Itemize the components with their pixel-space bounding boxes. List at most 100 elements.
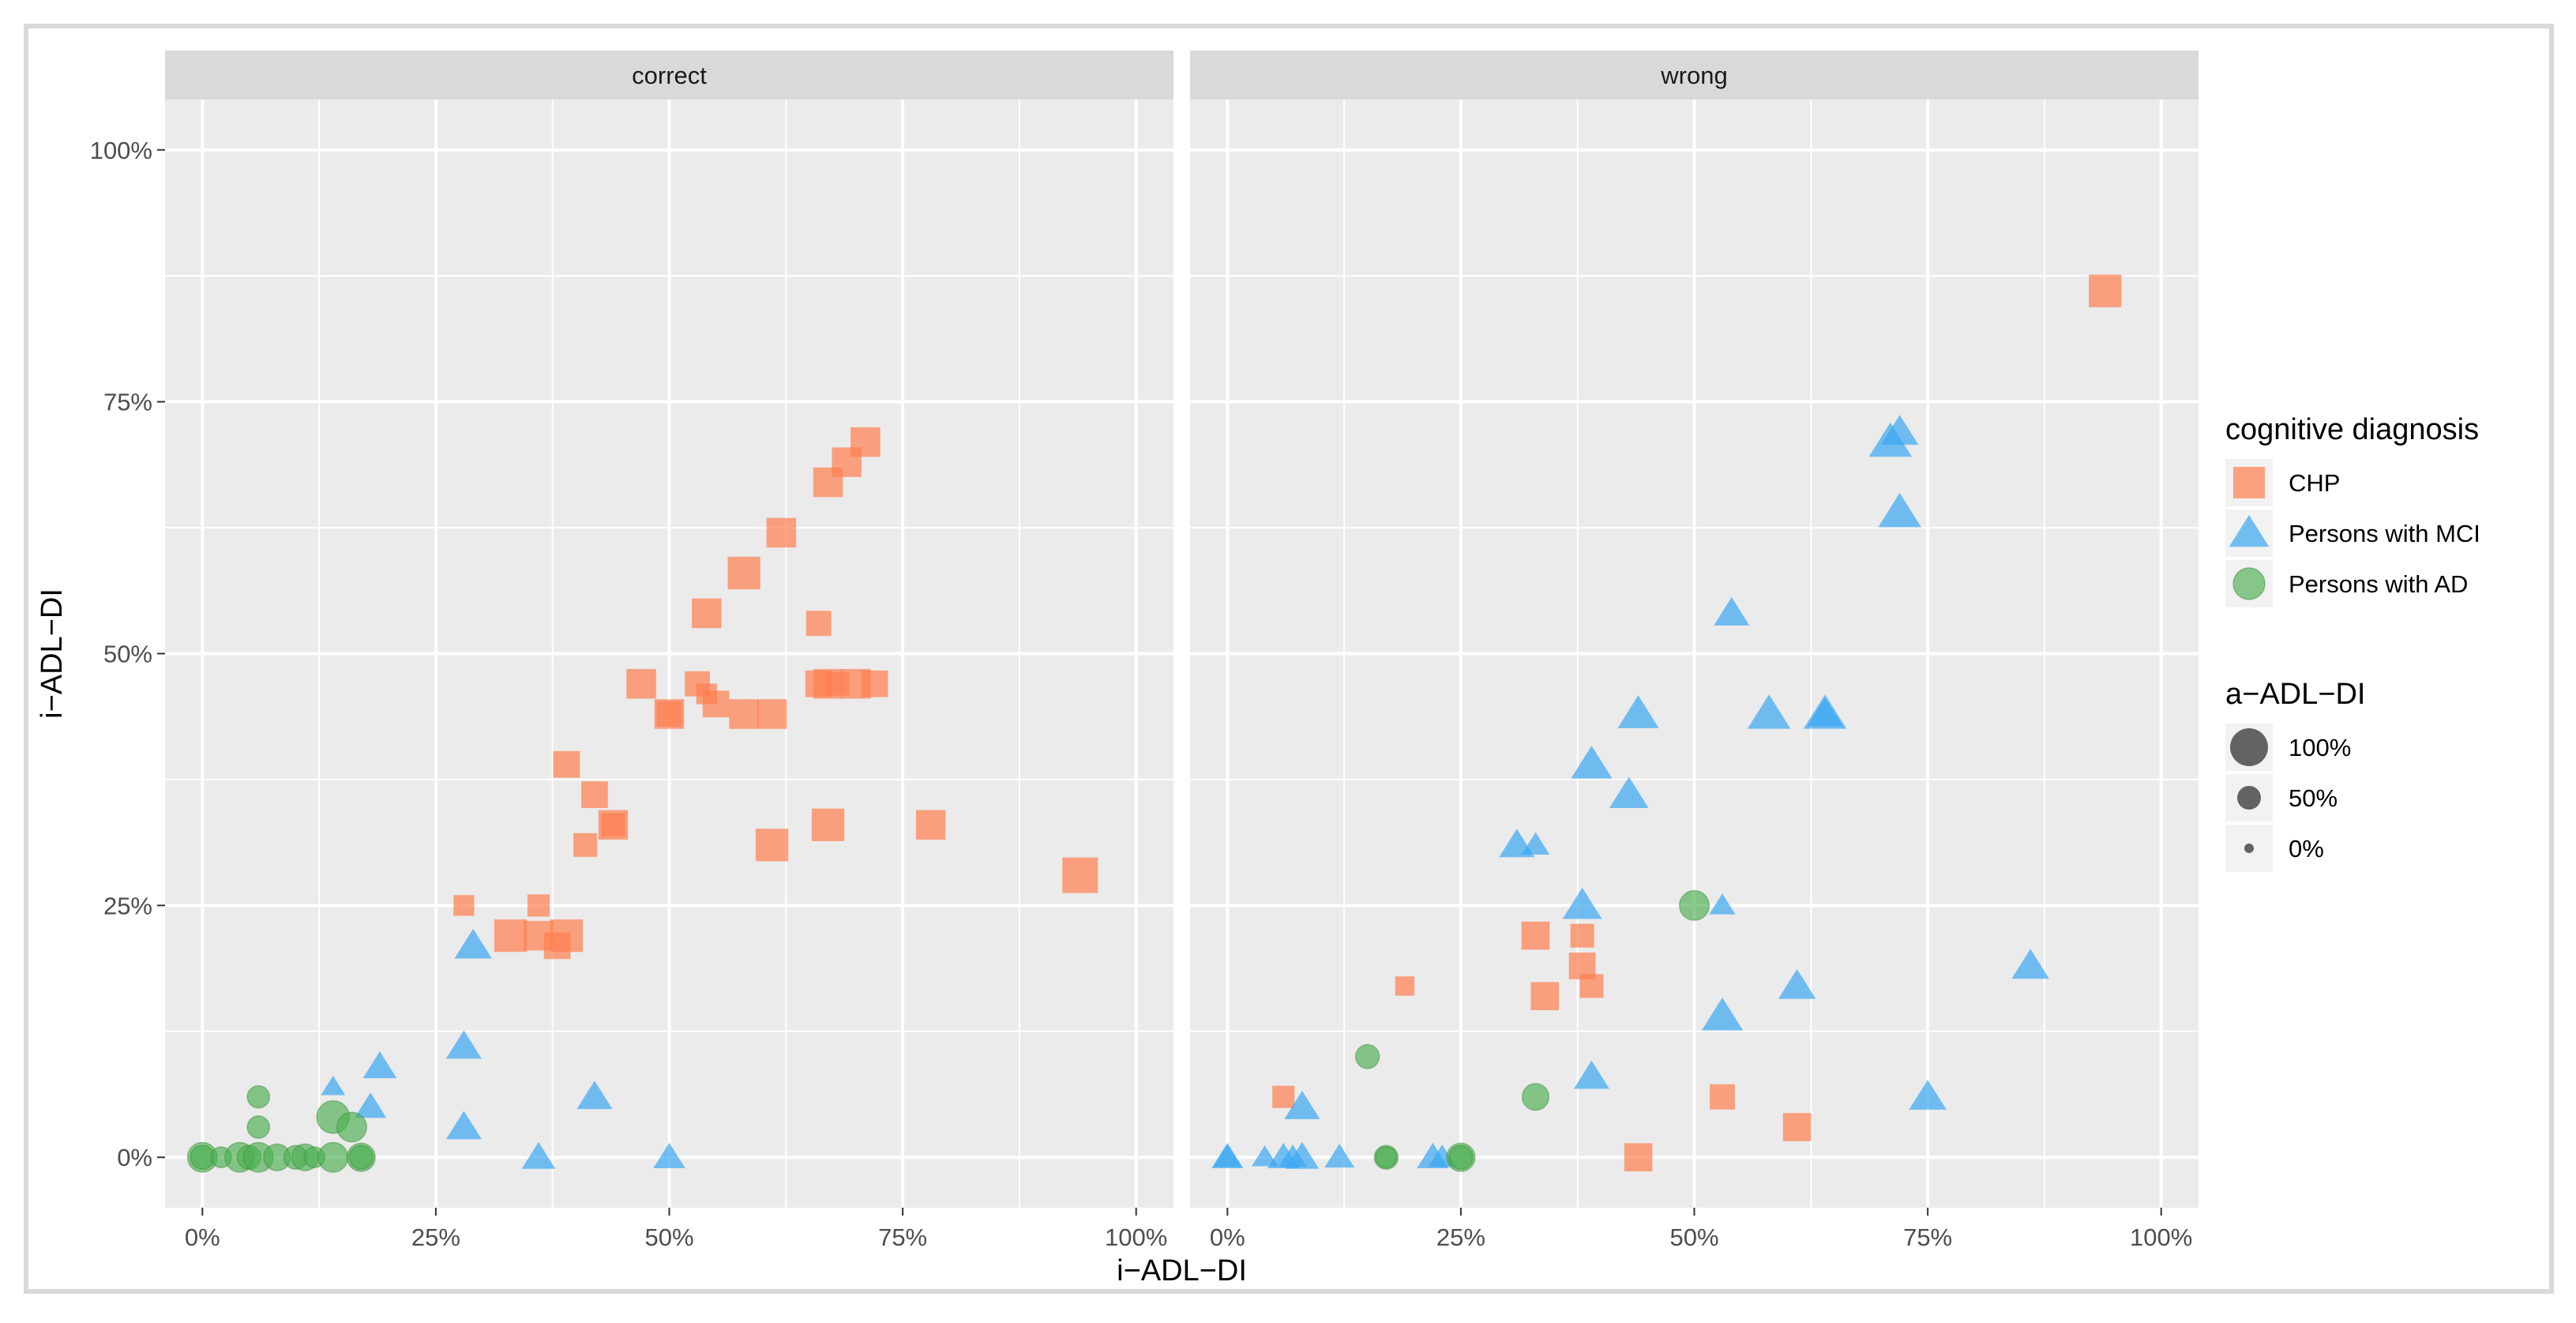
data-point xyxy=(1521,921,1550,950)
legend-size-circle xyxy=(2244,844,2254,853)
panel-correct: correct xyxy=(165,51,1173,1208)
data-point xyxy=(1714,596,1750,626)
legend-label: 100% xyxy=(2289,734,2351,761)
data-point xyxy=(861,670,888,697)
series-persons-with-ad xyxy=(1354,889,1710,1172)
series-chp xyxy=(453,427,1098,960)
y-tick-label: 0% xyxy=(117,1144,152,1171)
data-point xyxy=(626,669,656,699)
data-point xyxy=(1251,1145,1279,1167)
legend-title-size: a−ADL−DI xyxy=(2225,678,2365,711)
x-tick-label: 25% xyxy=(411,1223,460,1251)
series-persons-with-mci xyxy=(321,928,685,1169)
data-point xyxy=(1710,1084,1735,1110)
data-point xyxy=(755,829,789,862)
series-persons-with-ad xyxy=(186,1084,376,1173)
data-point xyxy=(1617,695,1659,728)
data-point xyxy=(573,833,598,857)
data-point xyxy=(766,517,797,548)
data-point xyxy=(692,598,722,629)
data-point xyxy=(453,895,475,916)
data-point xyxy=(1609,776,1649,809)
x-tick-label: 75% xyxy=(878,1223,927,1251)
data-point xyxy=(521,1141,556,1169)
panel-wrong: wrong xyxy=(1190,51,2199,1208)
scatter-chart: correct wrong 0% 25% 50% 75% 100% 0% 25% 50% 75% 1… xyxy=(36,51,2480,1287)
data-point xyxy=(336,1111,367,1143)
data-point xyxy=(811,808,845,841)
legend-key-chp xyxy=(2233,467,2265,498)
data-point xyxy=(1448,1144,1474,1170)
data-point xyxy=(729,699,759,729)
strip-wrong xyxy=(1190,51,2199,100)
data-point xyxy=(445,1030,482,1059)
data-point xyxy=(653,1142,685,1168)
data-point xyxy=(1521,1083,1550,1111)
legend-key-persons-with-ad xyxy=(2232,567,2266,600)
data-point xyxy=(527,894,550,917)
data-point xyxy=(1375,1146,1398,1169)
data-point xyxy=(1709,893,1736,915)
data-point xyxy=(348,1144,374,1170)
data-point xyxy=(454,928,492,959)
data-point xyxy=(2089,274,2122,307)
legend-key-persons-with-mci xyxy=(2229,515,2270,547)
data-point xyxy=(1272,1085,1295,1108)
data-point xyxy=(576,1081,613,1110)
data-point xyxy=(1679,889,1710,921)
data-point xyxy=(851,427,881,457)
x-tick-label: 75% xyxy=(1903,1223,1952,1251)
data-point xyxy=(1562,887,1602,919)
data-point xyxy=(1395,976,1415,996)
x-tick-label: 100% xyxy=(2130,1223,2192,1251)
strip-label: correct xyxy=(632,62,707,89)
data-point xyxy=(757,699,787,729)
y-axis-title: i−ADL−DI xyxy=(36,588,69,719)
x-tick-label: 0% xyxy=(185,1223,220,1251)
y-tick-label: 100% xyxy=(90,137,152,164)
data-point xyxy=(1624,1143,1653,1172)
legend-label: Persons with AD xyxy=(2289,570,2468,598)
data-point xyxy=(246,1115,271,1139)
data-point xyxy=(1782,1113,1812,1141)
legend-label: 50% xyxy=(2289,784,2338,812)
legend-size-circle xyxy=(2230,728,2268,766)
y-tick-label: 75% xyxy=(103,389,152,416)
legend-size-circle xyxy=(2237,786,2261,810)
data-point xyxy=(915,810,946,840)
data-point xyxy=(1213,1144,1242,1167)
data-point xyxy=(1778,968,1816,999)
data-point xyxy=(1701,997,1744,1031)
x-axis-title: i−ADL−DI xyxy=(1117,1254,1247,1287)
data-point xyxy=(1285,1141,1320,1169)
data-point xyxy=(1878,493,1921,528)
data-point xyxy=(246,1084,271,1109)
data-point xyxy=(553,750,580,778)
data-point xyxy=(1570,923,1594,948)
x-tick-label: 25% xyxy=(1436,1223,1485,1251)
x-tick-label: 100% xyxy=(1105,1223,1167,1251)
data-point xyxy=(317,1141,349,1173)
data-point xyxy=(805,611,832,637)
data-point xyxy=(1530,982,1560,1010)
data-point xyxy=(1062,857,1098,893)
data-point xyxy=(1284,1090,1320,1119)
data-point xyxy=(656,701,682,727)
figure-frame: correct wrong 0% 25% 50% 75% 100% 0% 25% 50% 75% 1… xyxy=(24,24,2554,1294)
data-point xyxy=(581,781,608,808)
data-point xyxy=(362,1051,397,1078)
data-point xyxy=(727,556,760,590)
data-point xyxy=(1354,1043,1380,1069)
data-point xyxy=(354,1092,387,1118)
legend-label: Persons with MCI xyxy=(2289,520,2480,547)
data-point xyxy=(1747,694,1791,729)
legend-label: CHP xyxy=(2289,469,2340,497)
data-point xyxy=(1880,415,1919,445)
x-tick-label: 0% xyxy=(1210,1223,1245,1251)
data-point xyxy=(494,919,528,953)
data-point xyxy=(601,813,625,837)
data-point xyxy=(1521,832,1550,855)
series-persons-with-mci xyxy=(1211,415,2049,1169)
series-chp xyxy=(1272,274,2122,1172)
y-tick-label: 25% xyxy=(103,892,152,919)
